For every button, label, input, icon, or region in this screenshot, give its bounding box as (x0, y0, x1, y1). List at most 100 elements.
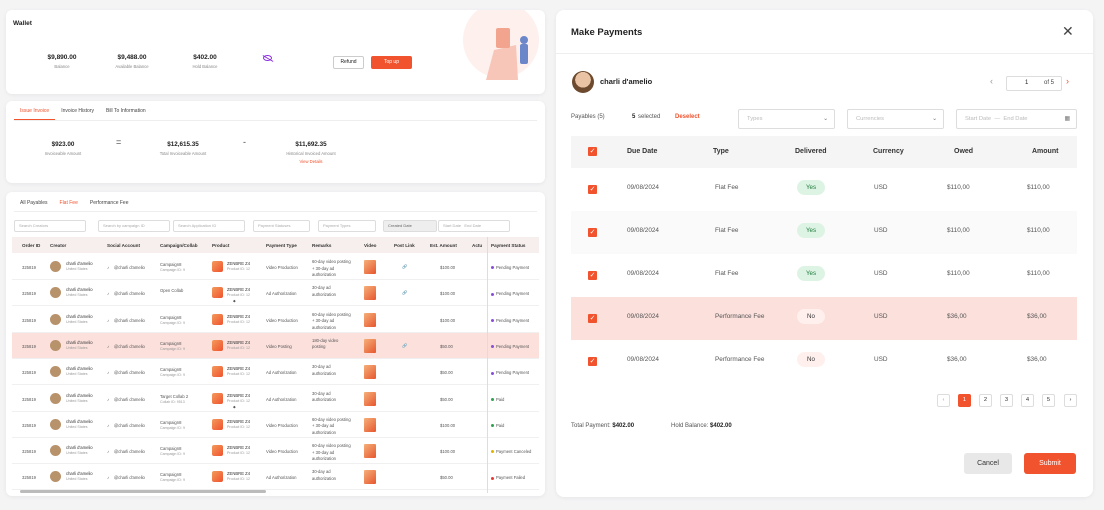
select-all-checkbox[interactable]: ✓ (588, 147, 597, 156)
campaign-id: Campaign ID: 9 (160, 268, 185, 272)
payment-row[interactable]: ✓ 09/08/2024 Flat Fee Yes USD $110,00 $1… (571, 211, 1077, 254)
page-button[interactable]: 2 (979, 394, 992, 407)
payment-types-select[interactable]: Payment Types (318, 220, 376, 232)
video-thumbnail[interactable] (364, 444, 376, 459)
link-icon[interactable]: 🔗 (402, 264, 408, 269)
invoice-tabs: Issue Invoice Invoice History Bill To In… (14, 106, 152, 120)
table-row[interactable]: 325819 charli d'amelio United States ♪ @… (12, 332, 539, 359)
date-range-picker[interactable]: Start Date End Date (438, 220, 510, 232)
link-icon[interactable]: 🔗 (402, 290, 408, 296)
currencies-placeholder: Currencies (856, 116, 885, 122)
horizontal-scrollbar[interactable] (20, 490, 266, 493)
payment-status-label: Paid (496, 396, 505, 402)
tab-all-payables[interactable]: All Payables (20, 200, 48, 206)
remarks: 60-day video posting + 30-day ad authori… (312, 416, 351, 435)
payment-row[interactable]: ✓ 09/08/2024 Performance Fee No USD $36,… (571, 340, 1077, 383)
table-row[interactable]: 325819 charli d'amelio United States ♪ @… (12, 386, 539, 412)
product-id: Product ID: 12 (227, 372, 250, 377)
search-application-input[interactable]: Search Application ID (173, 220, 245, 232)
video-thumbnail[interactable] (364, 286, 376, 301)
chevron-left-icon[interactable]: ‹ (937, 394, 950, 407)
est-amount: $50.00 (440, 343, 453, 349)
topup-button[interactable]: Top up (371, 56, 412, 69)
owed-amount: $36,00 (947, 313, 967, 320)
date-range-picker[interactable]: Start Date — End Date ▦ (956, 109, 1077, 129)
chevron-right-icon[interactable]: › (1066, 76, 1069, 86)
video-thumbnail[interactable] (364, 365, 376, 380)
row-checkbox[interactable]: ✓ (588, 271, 597, 280)
page-button[interactable]: 3 (1000, 394, 1013, 407)
row-checkbox[interactable]: ✓ (588, 314, 597, 323)
video-thumbnail[interactable] (364, 470, 376, 485)
currency: USD (874, 313, 888, 320)
chevron-left-icon[interactable]: ‹ (990, 76, 993, 86)
refund-button[interactable]: Refund (333, 56, 364, 69)
total-payment-label: Total Payment: (571, 423, 611, 429)
remarks: 180-day video posting (312, 337, 339, 350)
cancel-button[interactable]: Cancel (964, 453, 1012, 474)
invoiceable-label: Invoiceable Amount (44, 151, 82, 156)
link-icon[interactable]: 🔗 (402, 342, 408, 348)
row-checkbox[interactable]: ✓ (588, 357, 597, 366)
due-date: 09/08/2024 (627, 184, 659, 191)
chevron-right-icon[interactable]: › (1064, 394, 1077, 407)
payables-table-header: Order ID Creator Social Account Campaign… (12, 237, 539, 253)
page-button[interactable]: 1 (958, 394, 971, 407)
tab-invoice-history[interactable]: Invoice History (61, 108, 94, 114)
row-checkbox[interactable]: ✓ (588, 185, 597, 194)
video-thumbnail[interactable] (364, 391, 376, 406)
payment-status-label: Pending Payment (496, 317, 530, 323)
eye-off-icon[interactable] (263, 55, 272, 61)
table-row[interactable]: 325819 charli d'amelio United States ♪ @… (12, 412, 539, 438)
est-amount: $100.00 (440, 449, 456, 455)
tab-flat-fee[interactable]: Flat Fee (53, 198, 84, 212)
page-button[interactable]: 5 (1042, 394, 1055, 407)
payables-card: All Payables Flat Fee Performance Fee Se… (6, 192, 545, 496)
tab-bill-to[interactable]: Bill To Information (105, 108, 146, 114)
table-row[interactable]: 325819 charli d'amelio United States ♪ @… (12, 254, 539, 280)
tiktok-icon: ♪ (107, 449, 110, 455)
page-button[interactable]: 4 (1021, 394, 1034, 407)
search-campaign-input[interactable]: Search by campaign ID (98, 220, 170, 232)
close-icon[interactable]: ✕ (1062, 23, 1074, 39)
page-input[interactable]: 1 of 5 (1006, 76, 1062, 91)
payment-status: Payment Failed (491, 475, 525, 480)
invoiceable-value: $923.00 (51, 141, 75, 148)
payment-status: Pending Payment (491, 291, 529, 296)
currency: USD (874, 184, 888, 191)
table-row[interactable]: 325819 charli d'amelio United States ♪ @… (12, 307, 539, 333)
payment-row[interactable]: ✓ 09/08/2024 Performance Fee No USD $36,… (571, 297, 1077, 340)
payment-row[interactable]: ✓ 09/08/2024 Flat Fee Yes USD $110,00 $1… (571, 254, 1077, 297)
created-date-select[interactable]: Created Date (383, 220, 437, 232)
payment-statuses-select[interactable]: Payment Statuses (253, 220, 310, 232)
video-thumbnail[interactable] (364, 312, 376, 327)
table-row[interactable]: 325819 charli d'amelio United States ♪ @… (12, 280, 539, 307)
campaign-id: Campaign ID: 9 (160, 320, 185, 325)
payment-type: Flat Fee (715, 184, 739, 191)
view-details-link[interactable]: View Details (299, 159, 323, 164)
status-dot (491, 292, 494, 296)
deselect-button[interactable]: Deselect (675, 114, 700, 120)
video-thumbnail[interactable] (364, 338, 376, 353)
social-account: @charli d'amelio (114, 422, 145, 428)
video-thumbnail[interactable] (364, 260, 376, 274)
table-row[interactable]: 325819 charli d'amelio United States ♪ @… (12, 438, 539, 465)
table-row[interactable]: 325819 charli d'amelio United States ♪ @… (12, 359, 539, 386)
campaign-id: Collab ID: 9513 (160, 399, 185, 404)
creator-name: charli d'amelio (66, 339, 93, 345)
table-row[interactable]: 325819 charli d'amelio United States ♪ @… (12, 464, 539, 491)
types-select[interactable]: Types ⌄ (738, 109, 835, 129)
sticky-column-divider (487, 237, 488, 493)
chevron-down-icon: ⌄ (932, 116, 937, 122)
payment-status: Pending Payment (491, 370, 529, 375)
search-creators-input[interactable]: Search Creators (14, 220, 86, 232)
submit-button[interactable]: Submit (1024, 453, 1076, 474)
col-payment-status: Payment Status (491, 243, 526, 248)
row-checkbox[interactable]: ✓ (588, 228, 597, 237)
tab-performance-fee[interactable]: Performance Fee (89, 200, 129, 206)
campaign-name: Campaign8 (160, 340, 182, 346)
video-thumbnail[interactable] (364, 417, 376, 432)
payment-row[interactable]: ✓ 09/08/2024 Flat Fee Yes USD $110,00 $1… (571, 168, 1077, 211)
tab-issue-invoice[interactable]: Issue Invoice (14, 106, 56, 120)
currencies-select[interactable]: Currencies ⌄ (847, 109, 944, 129)
